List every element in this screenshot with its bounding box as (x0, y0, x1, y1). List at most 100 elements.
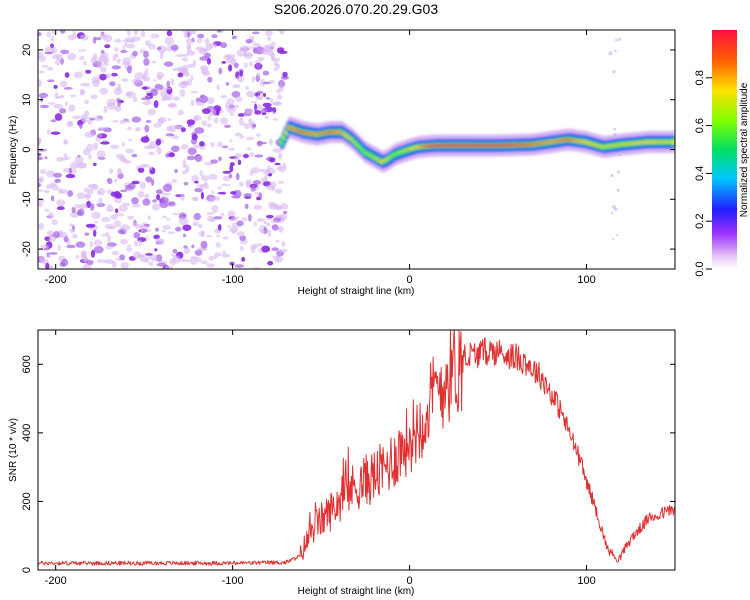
noise-speckle (267, 164, 271, 171)
noise-speckle (207, 115, 212, 121)
noise-speckle (190, 74, 194, 81)
noise-speckle (189, 257, 198, 265)
noise-speckle (90, 57, 98, 64)
noise-speckle (257, 94, 263, 101)
noise-speckle (143, 50, 149, 59)
noise-speckle (172, 96, 180, 101)
x-tick-label: 100 (577, 575, 595, 587)
noise-speckle (91, 211, 101, 220)
noise-speckle (115, 153, 125, 159)
noise-speckle (85, 223, 96, 228)
noise-speckle (192, 221, 199, 227)
noise-speckle (48, 235, 57, 242)
colorbar-gradient (712, 30, 737, 269)
noise-speckle (46, 128, 51, 135)
noise-speckle (75, 241, 86, 248)
noise-speckle (81, 114, 87, 120)
noise-speckle (76, 192, 86, 199)
noise-speckle (200, 260, 209, 265)
noise-speckle (119, 119, 126, 125)
noise-speckle (167, 118, 172, 122)
noise-speckle (145, 253, 153, 256)
noise-speckle (53, 103, 64, 109)
noise-speckle (116, 58, 121, 64)
noise-speckle (185, 38, 193, 44)
noise-speckle (283, 210, 288, 215)
noise-speckle (38, 183, 42, 188)
noise-speckle (79, 34, 89, 41)
y-tick-label: 10 (21, 94, 33, 106)
noise-speckle (76, 210, 83, 216)
noise-speckle (60, 49, 70, 55)
noise-speckle (73, 71, 83, 79)
noise-speckle (165, 133, 175, 137)
noise-speckle (90, 249, 96, 258)
noise-speckle (217, 30, 222, 33)
noise-speckle (93, 36, 97, 44)
noise-speckle (171, 179, 178, 183)
noise-speckle (38, 189, 44, 192)
noise-speckle (175, 54, 186, 57)
noise-speckle (113, 47, 119, 52)
noise-speckle (610, 211, 614, 215)
spectrogram-y-axis: -20 -10 0 10 20 (21, 44, 675, 257)
noise-speckle (250, 101, 258, 104)
noise-speckle (273, 101, 283, 106)
noise-speckle (185, 165, 190, 173)
noise-speckle (99, 73, 107, 81)
noise-speckle (153, 100, 159, 109)
noise-speckle (69, 223, 75, 227)
noise-speckle (38, 138, 41, 146)
noise-speckle (81, 119, 90, 123)
noise-speckle (148, 43, 156, 50)
noise-speckle (119, 204, 128, 212)
noise-speckle (248, 213, 252, 222)
noise-speckle (141, 97, 150, 101)
frequency-ridge (279, 116, 675, 173)
noise-speckle (246, 90, 256, 98)
noise-speckle (171, 135, 180, 140)
noise-speckle (229, 261, 235, 266)
colorbar-tick-label: 0.4 (694, 166, 706, 181)
snr-plot-area (38, 330, 675, 570)
noise-speckle (101, 52, 109, 57)
noise-speckle (273, 67, 278, 72)
noise-speckle (243, 153, 249, 159)
noise-speckle (90, 203, 95, 211)
noise-speckle (235, 172, 240, 181)
noise-speckle (234, 264, 245, 268)
noise-speckle (110, 144, 120, 149)
noise-speckle (144, 193, 150, 200)
spectrogram-x-axis: -200 -100 0 100 (45, 30, 596, 286)
noise-speckle (111, 250, 120, 256)
noise-speckle (109, 168, 114, 175)
noise-speckle (183, 181, 189, 186)
noise-speckle (189, 91, 199, 94)
noise-speckle (262, 70, 270, 76)
x-tick-label: 100 (577, 274, 595, 286)
noise-speckle (110, 191, 117, 197)
noise-speckle (117, 168, 122, 175)
noise-speckle (128, 188, 133, 192)
noise-speckle (96, 61, 103, 69)
noise-speckle (251, 167, 260, 174)
noise-speckle (196, 184, 205, 188)
noise-speckle (53, 84, 58, 89)
noise-speckle (142, 86, 148, 90)
noise-speckle (161, 229, 166, 233)
noise-speckle (148, 261, 154, 266)
noise-speckle (118, 229, 125, 234)
noise-speckle (89, 117, 96, 121)
noise-speckle (256, 196, 261, 201)
noise-speckle (231, 35, 237, 40)
noise-speckle (138, 239, 142, 247)
noise-speckle (64, 156, 71, 160)
noise-speckle (226, 106, 237, 114)
noise-speckle (120, 238, 128, 245)
noise-speckle (272, 148, 282, 153)
noise-speckle (137, 190, 145, 198)
noise-speckle (119, 254, 125, 261)
noise-speckle (145, 120, 152, 123)
noise-speckle (225, 82, 230, 86)
noise-speckle (46, 170, 55, 178)
